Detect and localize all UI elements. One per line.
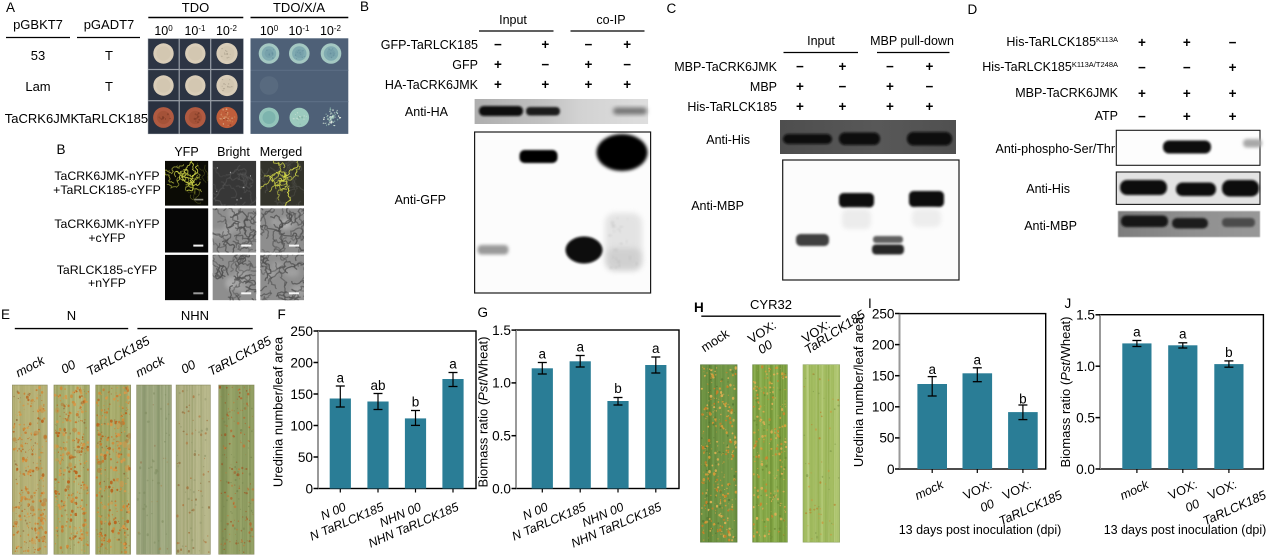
svg-text:a: a: [449, 357, 457, 372]
svg-text:50: 50: [879, 431, 895, 446]
svg-text:a: a: [652, 341, 660, 356]
svg-text:0.0: 0.0: [492, 481, 511, 496]
svg-text:150: 150: [872, 369, 895, 384]
svg-text:VOX:: VOX:: [1206, 477, 1239, 502]
svg-text:100: 100: [290, 418, 313, 433]
svg-text:1.5: 1.5: [1076, 308, 1095, 323]
svg-text:00: 00: [58, 356, 78, 376]
svg-text:Uredinia number/leaf area: Uredinia number/leaf area: [271, 336, 286, 487]
svg-text:0.0: 0.0: [1076, 462, 1095, 477]
svg-text:150: 150: [290, 387, 313, 402]
svg-text:b: b: [412, 395, 420, 410]
svg-text:100: 100: [872, 400, 895, 415]
svg-text:1.0: 1.0: [1076, 359, 1095, 374]
svg-text:b: b: [1225, 345, 1233, 360]
svg-text:TaRLCK185: TaRLCK185: [205, 332, 274, 378]
svg-text:a: a: [974, 353, 982, 368]
svg-text:VOX:: VOX:: [1000, 477, 1033, 502]
svg-text:a: a: [1133, 325, 1141, 340]
svg-text:a: a: [928, 362, 936, 377]
svg-text:Biomass ratio (Pst/Wheat): Biomass ratio (Pst/Wheat): [1058, 316, 1073, 467]
svg-text:250: 250: [290, 324, 313, 339]
svg-text:200: 200: [872, 337, 895, 352]
svg-text:1.5: 1.5: [492, 323, 511, 338]
svg-text:1.0: 1.0: [492, 376, 511, 391]
svg-text:a: a: [539, 347, 547, 362]
svg-text:0: 0: [887, 462, 895, 477]
svg-text:mock: mock: [698, 325, 732, 355]
svg-text:0.5: 0.5: [1076, 410, 1095, 425]
svg-text:b: b: [614, 381, 622, 396]
svg-text:Uredinia number/leaf area: Uredinia number/leaf area: [851, 316, 866, 467]
svg-text:mock: mock: [913, 477, 947, 503]
svg-text:200: 200: [290, 355, 313, 370]
svg-text:0: 0: [305, 481, 313, 496]
svg-text:00: 00: [978, 497, 997, 516]
svg-text:b: b: [1019, 392, 1027, 407]
svg-text:50: 50: [298, 450, 314, 465]
svg-text:ab: ab: [370, 378, 385, 393]
svg-text:mock: mock: [1118, 477, 1152, 503]
svg-text:00: 00: [178, 356, 198, 376]
svg-text:mock: mock: [133, 352, 168, 380]
svg-text:a: a: [576, 340, 584, 355]
svg-text:a: a: [1179, 327, 1187, 342]
svg-text:250: 250: [872, 306, 895, 321]
svg-text:Biomass ratio (Pst/Wheat): Biomass ratio (Pst/Wheat): [476, 336, 491, 487]
svg-text:mock: mock: [13, 352, 48, 380]
svg-text:00: 00: [1183, 497, 1202, 516]
svg-text:0.5: 0.5: [492, 429, 511, 444]
svg-text:a: a: [337, 371, 345, 386]
